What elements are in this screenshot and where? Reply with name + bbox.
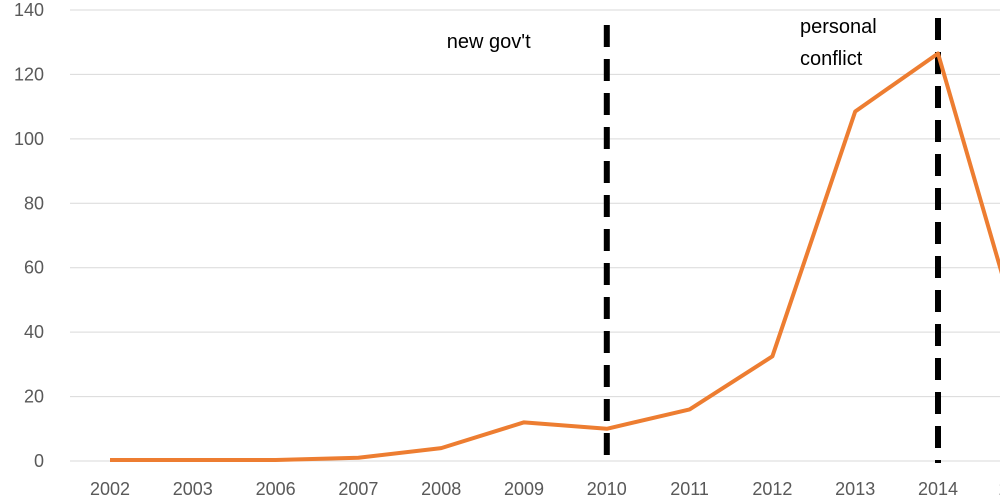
x-tick-label: 2006: [256, 479, 296, 499]
x-tick-label: 2002: [90, 479, 130, 499]
x-tick-label: 2003: [173, 479, 213, 499]
x-tick-label: 2013: [835, 479, 875, 499]
x-tick-label: 2008: [421, 479, 461, 499]
annotation-text: conflict: [800, 48, 863, 70]
y-tick-label: 40: [24, 322, 44, 342]
x-tick-label: 2: [999, 479, 1000, 499]
x-tick-label: 2011: [670, 479, 709, 499]
x-tick-label: 2009: [504, 479, 544, 499]
y-tick-label: 60: [24, 258, 44, 278]
annotation-text: personal: [800, 16, 877, 38]
data-line: [110, 51, 1000, 463]
y-tick-label: 100: [14, 129, 44, 149]
y-tick-label: 20: [24, 387, 44, 407]
y-tick-label: 0: [34, 451, 44, 471]
x-tick-label: 2012: [752, 479, 792, 499]
y-tick-label: 120: [14, 64, 44, 84]
y-tick-label: 80: [24, 193, 44, 213]
x-tick-label: 2014: [918, 479, 958, 499]
annotation-text: new gov't: [447, 31, 531, 53]
x-tick-label: 2007: [338, 479, 378, 499]
y-tick-label: 140: [14, 0, 44, 20]
x-tick-label: 2010: [587, 479, 627, 499]
